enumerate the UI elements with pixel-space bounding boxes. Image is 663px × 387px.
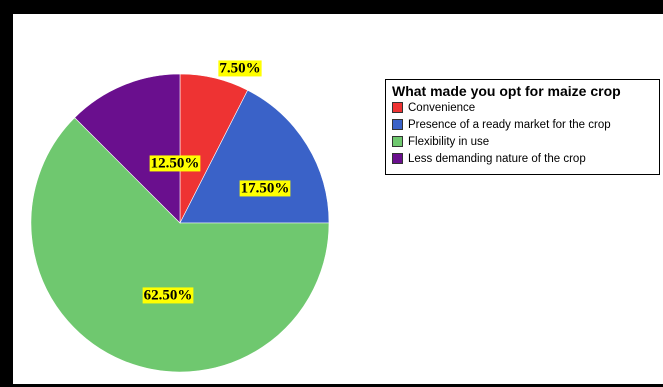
legend-swatch-3 (392, 153, 403, 164)
pie-label-0: 7.50% (218, 60, 262, 77)
legend-label-1: Presence of a ready market for the crop (408, 118, 611, 131)
pie-slice-2 (30, 117, 330, 373)
pie-label-bg-3 (149, 155, 201, 172)
chart-area: 7.50% 17.50% 62.50% 12.50% What made you op… (13, 14, 663, 384)
legend-item-2: Flexibility in use (392, 133, 659, 150)
legend-title: What made you opt for maize crop (392, 83, 621, 99)
pie-label-bg-1 (239, 180, 291, 197)
pie-chart: 7.50% 17.50% 62.50% 12.50% (30, 60, 330, 373)
legend-label-3: Less demanding nature of the crop (408, 152, 586, 165)
pie-label-1: 17.50% (239, 180, 291, 197)
legend-swatch-2 (392, 136, 403, 147)
pie-slice-1 (179, 89, 330, 224)
legend: What made you opt for maize crop Conveni… (385, 79, 660, 175)
pie-label-bg-2 (142, 287, 194, 304)
legend-item-1: Presence of a ready market for the crop (392, 116, 659, 133)
pie-label-text-2: 62.50% (144, 287, 193, 303)
pie-slices (30, 73, 330, 373)
pie-label-3: 12.50% (149, 155, 201, 172)
legend-item-3: Less demanding nature of the crop (392, 150, 659, 167)
pie-label-text-1: 17.50% (241, 180, 290, 196)
pie-slice-3 (74, 73, 181, 224)
pie-label-bg-0 (218, 60, 262, 77)
pie-labels: 7.50% 17.50% 62.50% 12.50% (142, 60, 291, 304)
legend-swatch-0 (392, 102, 403, 113)
legend-item-0: Convenience (392, 99, 659, 116)
pie-label-text-3: 12.50% (151, 155, 200, 171)
legend-label-0: Convenience (408, 101, 476, 114)
pie-label-text-0: 7.50% (219, 60, 260, 76)
legend-swatch-1 (392, 119, 403, 130)
legend-items: Convenience Presence of a ready market fo… (392, 99, 659, 167)
pie-label-2: 62.50% (142, 287, 194, 304)
legend-label-2: Flexibility in use (408, 135, 490, 148)
